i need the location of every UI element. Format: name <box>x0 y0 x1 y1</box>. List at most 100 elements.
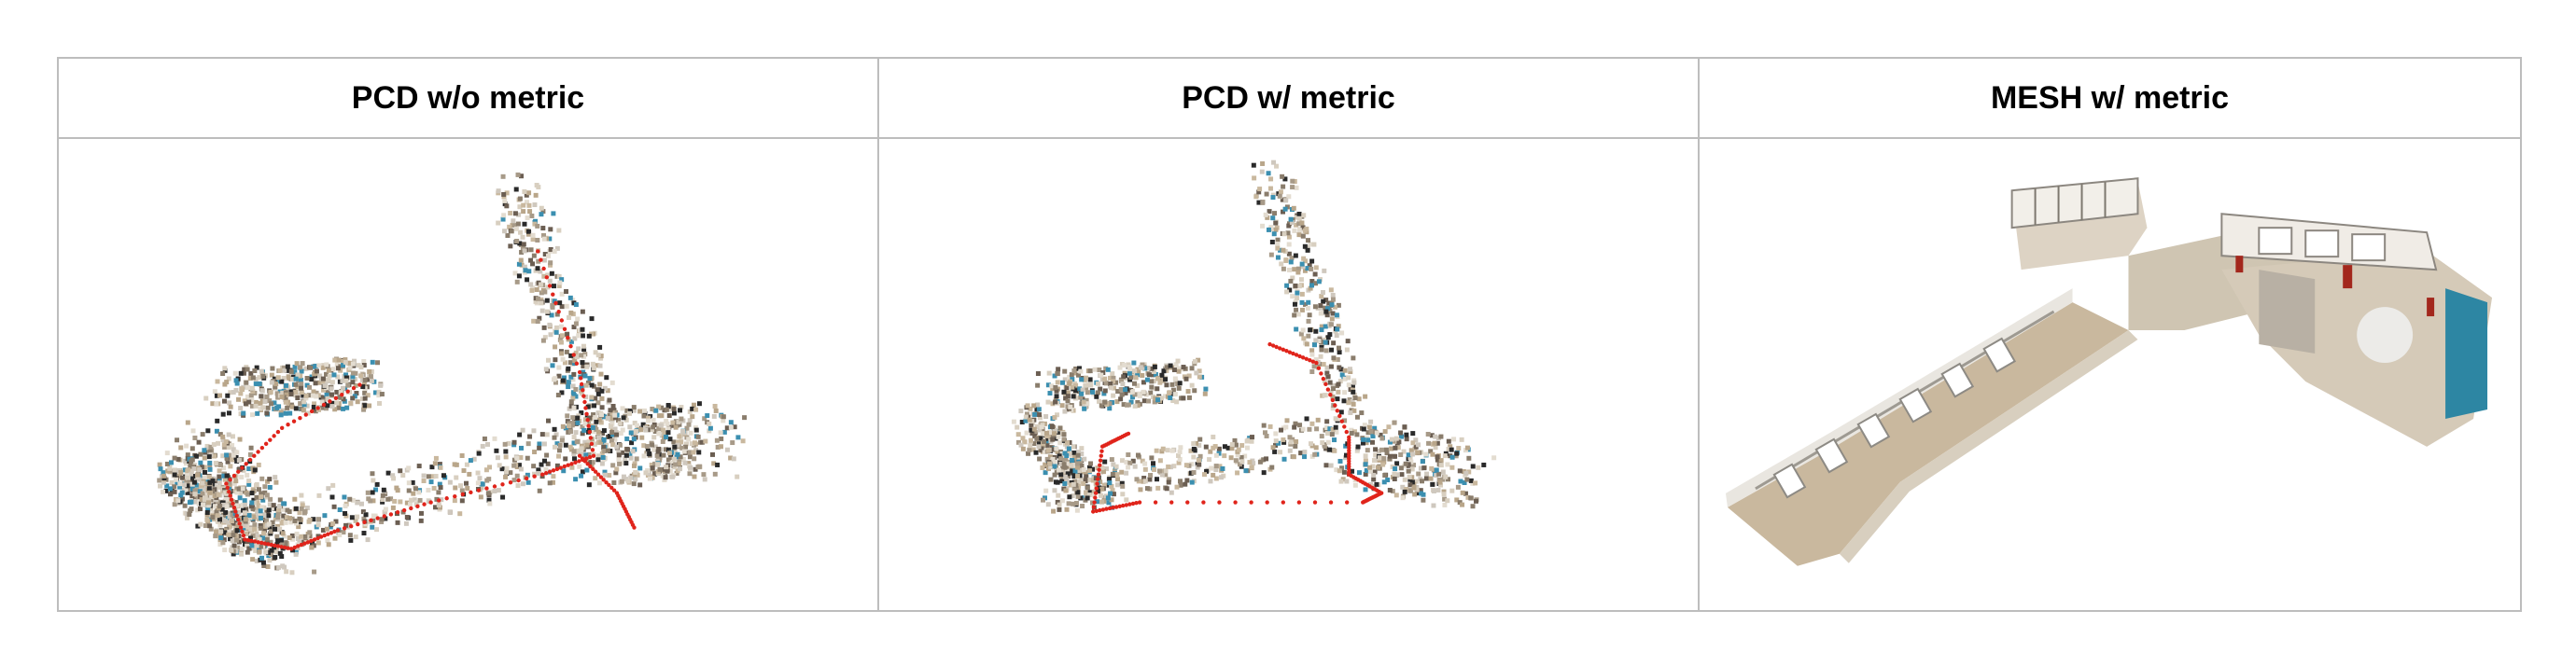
point-cloud-point <box>452 462 457 467</box>
point-cloud-point <box>1432 440 1437 446</box>
point-cloud-point <box>614 466 620 472</box>
point-cloud-point <box>252 522 258 528</box>
point-cloud-point <box>518 455 524 460</box>
point-cloud-point <box>1076 468 1082 474</box>
point-cloud-point <box>465 485 470 491</box>
trajectory-point <box>1098 463 1102 467</box>
point-cloud-point <box>217 474 222 479</box>
point-cloud-point <box>552 248 557 254</box>
point-cloud-point <box>336 530 342 535</box>
point-cloud-point <box>571 371 577 377</box>
point-cloud-point <box>582 417 588 423</box>
point-cloud-point <box>1281 184 1286 189</box>
point-cloud-point <box>573 415 579 421</box>
point-cloud-point <box>692 474 697 479</box>
point-cloud-point <box>429 465 435 470</box>
point-cloud-point <box>276 564 282 570</box>
point-cloud-point <box>231 551 236 557</box>
trajectory-point <box>1335 409 1340 413</box>
point-cloud-point <box>277 368 283 373</box>
point-cloud-point <box>678 408 683 413</box>
point-cloud-point <box>447 509 453 515</box>
point-cloud-point <box>324 362 329 368</box>
point-cloud-point <box>597 344 603 350</box>
point-cloud-point <box>1203 386 1209 392</box>
point-cloud-point <box>1339 465 1345 471</box>
point-cloud-point <box>241 507 246 513</box>
point-cloud-point <box>1264 433 1269 438</box>
point-cloud-point <box>647 470 652 476</box>
point-cloud-point <box>580 469 585 475</box>
point-cloud-point <box>537 445 542 451</box>
point-cloud-point <box>1171 464 1177 469</box>
point-cloud-point <box>265 564 271 569</box>
point-cloud-point <box>1196 357 1201 363</box>
point-cloud-point <box>1188 448 1194 453</box>
point-cloud-point <box>1306 333 1311 339</box>
column-header-pcd-with-metric: PCD w/ metric <box>879 59 1700 139</box>
point-cloud-point <box>1197 437 1203 442</box>
point-cloud-point <box>1062 465 1068 470</box>
point-cloud-point <box>1285 230 1291 236</box>
point-cloud-point <box>1077 479 1083 484</box>
point-cloud-point <box>665 421 670 426</box>
point-cloud-point <box>514 473 520 479</box>
point-cloud-point <box>1288 216 1294 222</box>
point-cloud-point <box>1296 221 1302 227</box>
point-cloud-point <box>347 365 353 370</box>
point-cloud-point <box>1102 388 1108 394</box>
point-cloud-point <box>418 510 424 516</box>
trajectory-point <box>298 415 302 421</box>
point-cloud-point <box>627 424 633 430</box>
point-cloud-point <box>260 535 266 541</box>
point-cloud-point <box>262 490 268 495</box>
point-cloud-point <box>1031 441 1037 447</box>
trajectory-point <box>1310 359 1316 364</box>
point-cloud-point <box>1054 446 1059 451</box>
point-cloud-point <box>298 401 303 407</box>
point-cloud-point <box>316 380 322 385</box>
point-cloud-point <box>1111 375 1116 381</box>
point-cloud-point <box>1058 472 1064 478</box>
point-cloud-point <box>631 463 637 468</box>
point-cloud-point <box>602 449 608 454</box>
point-cloud-point <box>459 453 465 458</box>
point-cloud-point <box>525 229 531 234</box>
point-cloud-point <box>1433 434 1438 439</box>
comparison-table: PCD w/o metric PCD w/ metric MESH w/ met… <box>57 57 2522 612</box>
point-cloud-point <box>426 474 431 479</box>
point-cloud-point <box>1319 294 1324 299</box>
point-cloud-point <box>287 535 292 540</box>
point-cloud-point <box>293 506 299 511</box>
point-cloud-point <box>589 395 595 400</box>
point-cloud-point <box>343 378 349 383</box>
point-cloud-point <box>223 496 229 502</box>
point-cloud-point <box>267 558 273 563</box>
point-cloud-point <box>1029 427 1034 433</box>
point-cloud-point <box>1332 437 1337 443</box>
point-cloud-point <box>330 367 336 372</box>
point-cloud-point <box>1129 395 1135 400</box>
point-cloud-point <box>1410 431 1416 437</box>
point-cloud-point <box>631 481 637 487</box>
point-cloud-point <box>1305 266 1310 271</box>
point-cloud-point <box>195 507 201 513</box>
point-cloud-point <box>254 482 259 487</box>
point-cloud-point <box>1070 377 1075 382</box>
point-cloud-point <box>656 404 662 409</box>
point-cloud-point <box>597 363 603 368</box>
point-cloud-point <box>256 462 261 467</box>
trajectory-point <box>1233 500 1238 505</box>
point-cloud-point <box>1052 464 1057 469</box>
point-cloud-point <box>428 479 434 485</box>
point-cloud-point <box>1295 266 1301 271</box>
point-cloud-point <box>516 463 522 468</box>
point-cloud-point <box>553 376 558 382</box>
point-cloud-point <box>452 498 457 504</box>
trajectory-point <box>296 544 301 548</box>
point-cloud-point <box>1181 395 1186 401</box>
point-cloud-point <box>178 493 184 498</box>
point-cloud-point <box>1189 479 1195 485</box>
point-cloud-point <box>1101 482 1107 488</box>
point-cloud-point <box>522 221 527 227</box>
